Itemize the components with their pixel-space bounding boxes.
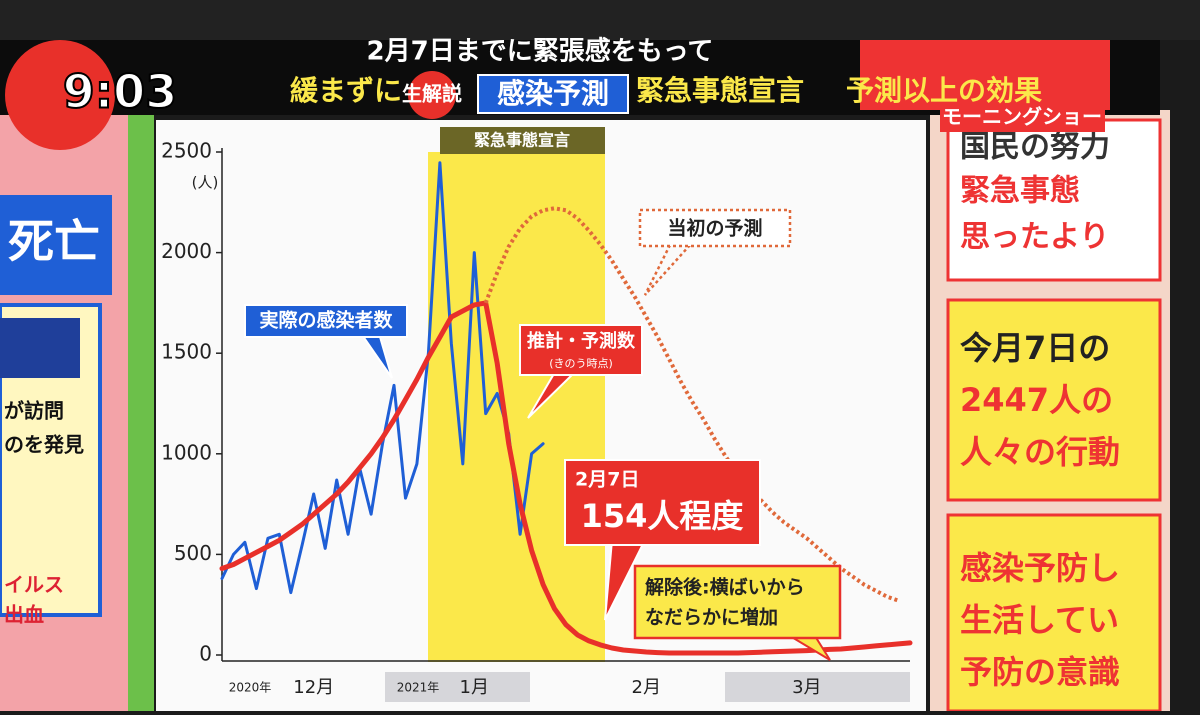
green-strip [128, 40, 154, 711]
callout-box [638, 208, 792, 248]
annotation: 154人程度 [581, 497, 744, 535]
left-box [0, 195, 112, 295]
headline: 2月7日までに緊張感をもって [367, 37, 714, 67]
month-band [725, 672, 910, 702]
left-text: のを発見 [4, 433, 84, 457]
x-tick-label: 2月 [632, 677, 661, 698]
right-text: 予防の意識 [960, 653, 1120, 691]
annotation: 解除後:横ばいから [645, 576, 805, 599]
y-axis-label: (人) [192, 174, 219, 192]
y-tick-label: 500 [174, 541, 212, 565]
emergency-shade [428, 152, 605, 662]
right-box [946, 118, 1162, 282]
left-text: 死亡 [8, 215, 100, 269]
year-label: 2021年 [397, 681, 440, 695]
headline: 緩まずに [290, 74, 402, 107]
emergency-label-box [440, 127, 605, 154]
left-text: イルス [4, 573, 64, 597]
y-tick-label: 0 [199, 642, 212, 666]
x-tick-label: 3月 [792, 677, 821, 698]
x-tick-label: 12月 [293, 677, 334, 698]
legend-label: 推計・予測数 [527, 330, 636, 352]
legend-label: 当初の予測 [667, 217, 762, 240]
headline: 予測以上の効果 [846, 74, 1042, 107]
callout-box [564, 459, 761, 546]
left-text: が訪問 [4, 399, 64, 423]
right-text: 人々の行動 [960, 433, 1120, 471]
x-tick-label: 1月 [460, 677, 489, 698]
right-text: 2447人の [960, 381, 1113, 419]
right-text: 緊急事態 [960, 174, 1080, 209]
y-tick-label: 1000 [161, 440, 212, 464]
right-text: 今月7日の [960, 329, 1110, 367]
y-tick-label: 2000 [161, 239, 212, 263]
callout-tail [643, 244, 691, 296]
left-box [0, 318, 80, 378]
clock: 9:03 [63, 65, 177, 119]
legend-label: 実際の感染者数 [259, 309, 393, 332]
program-box [940, 104, 1105, 132]
series-line [219, 300, 913, 656]
series-line [220, 161, 545, 595]
callout-box [519, 324, 643, 376]
right-text: 思ったより [960, 220, 1109, 255]
y-tick-label: 2500 [161, 139, 212, 163]
right-text: 生活してい [960, 601, 1119, 639]
right-box [946, 513, 1162, 713]
left-text: 出血 [4, 603, 44, 627]
logo [5, 40, 115, 150]
headline-box [477, 74, 629, 114]
emergency-label: 緊急事態宣言 [474, 131, 570, 150]
annotation: なだらかに増加 [645, 606, 778, 629]
annotation: (きのう時点) [549, 357, 613, 370]
header-deco [860, 40, 1110, 110]
badge [408, 71, 456, 119]
headline: 緊急事態宣言 [636, 74, 804, 107]
callout-box [244, 304, 408, 338]
callout-box [633, 564, 842, 640]
headline: 感染予測 [497, 77, 609, 110]
year-label: 2020年 [229, 681, 272, 695]
series-line [483, 206, 900, 603]
right-box [946, 298, 1162, 502]
y-tick-label: 1500 [161, 340, 212, 364]
frame-top [0, 0, 1200, 40]
program: モーニングショー [942, 105, 1102, 129]
right-text: 感染予防し [960, 549, 1120, 587]
month-band [385, 672, 530, 702]
annotation: 2月7日 [575, 469, 639, 491]
right-text: 国民の努力 [960, 130, 1110, 165]
headline: 生解説 [402, 82, 462, 106]
